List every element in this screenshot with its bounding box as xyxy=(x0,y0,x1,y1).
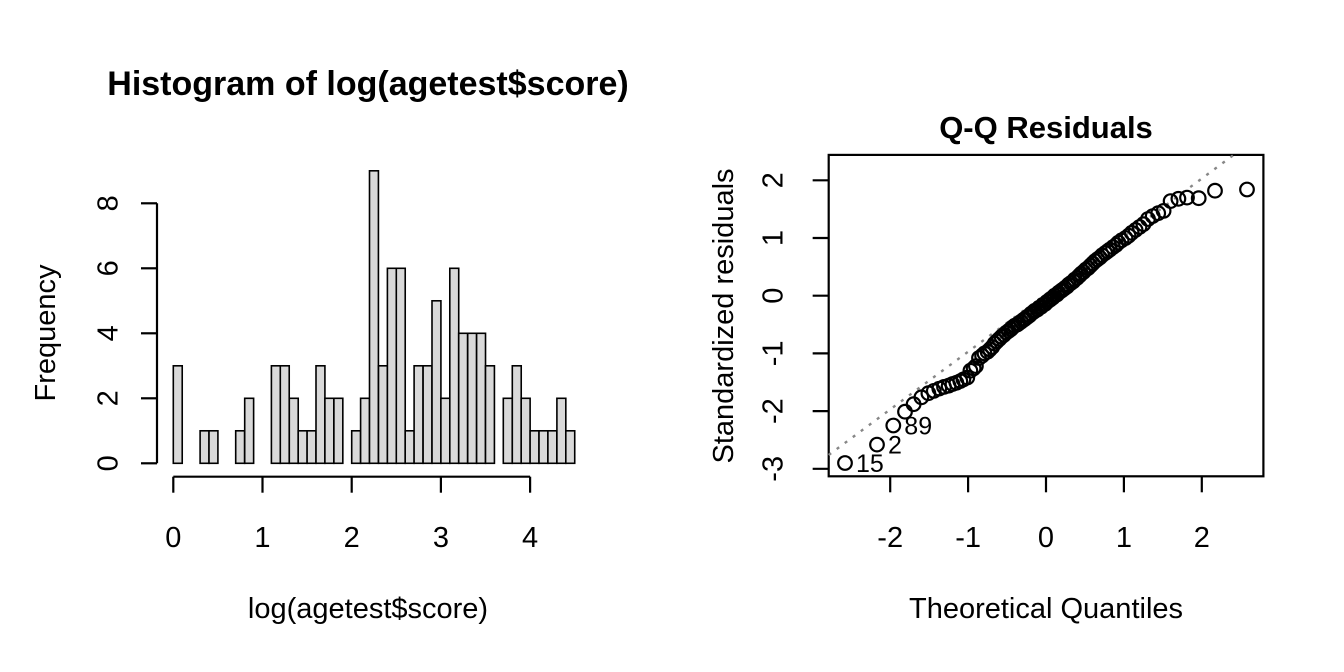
hist-bar xyxy=(556,397,567,465)
x-tick-label: 2 xyxy=(344,522,360,554)
hist-bar xyxy=(333,397,344,465)
hist-bar xyxy=(208,429,219,465)
qq-point-label: 2 xyxy=(888,432,902,460)
qq-point xyxy=(1170,190,1187,207)
hist-bar xyxy=(404,429,415,465)
hist-bar xyxy=(529,429,540,465)
y-tick-label: -2 xyxy=(758,398,790,424)
qq-y-axis-label: Standardized residuals xyxy=(708,168,740,463)
qq-plot-box xyxy=(827,153,1265,478)
qq-point xyxy=(1179,189,1195,206)
hist-bar xyxy=(547,429,558,465)
qq-point-label: 15 xyxy=(856,450,884,478)
x-tick-label: 1 xyxy=(254,522,270,554)
y-tick-label: 0 xyxy=(758,288,790,304)
hist-bar xyxy=(270,364,282,465)
y-tick-label: -3 xyxy=(758,456,790,482)
hist-bar xyxy=(564,429,576,465)
hist-bar xyxy=(520,397,531,465)
hist-bar xyxy=(359,397,371,465)
hist-bar xyxy=(502,397,514,465)
hist-bar xyxy=(466,332,478,465)
hist-bar xyxy=(172,364,184,465)
histogram-title: Histogram of log(agetest$score) xyxy=(107,65,628,103)
y-tick-label: 8 xyxy=(93,195,125,211)
hist-bar xyxy=(324,397,335,465)
x-tick-label: -1 xyxy=(955,522,981,554)
hist-bar xyxy=(199,429,210,465)
qq-point xyxy=(1190,190,1207,207)
x-tick-label: 4 xyxy=(522,522,538,554)
y-tick-label: 1 xyxy=(758,230,790,246)
hist-bar xyxy=(440,397,451,465)
hist-bar xyxy=(279,364,291,465)
hist-bar xyxy=(377,364,389,465)
x-tick-label: 2 xyxy=(1194,522,1210,554)
qq-point xyxy=(1239,181,1255,198)
y-tick-label: -1 xyxy=(758,341,790,367)
y-tick-label: 6 xyxy=(93,260,125,276)
hist-bar xyxy=(234,429,246,465)
histogram-y-axis-label: Frequency xyxy=(30,264,62,402)
qq-point xyxy=(869,436,885,453)
hist-bar xyxy=(243,397,255,465)
histogram-x-axis-label: log(agetest$score) xyxy=(248,593,488,625)
hist-bar xyxy=(350,429,362,465)
qq-point xyxy=(837,455,853,471)
y-tick-label: 2 xyxy=(758,172,790,188)
x-tick-label: 0 xyxy=(165,522,181,554)
hist-bar xyxy=(538,429,549,465)
x-tick-label: 1 xyxy=(1116,522,1132,554)
qq-point-label: 89 xyxy=(904,413,932,441)
qq-point xyxy=(1131,219,1148,235)
hist-bar xyxy=(288,397,300,465)
y-tick-label: 2 xyxy=(93,390,125,406)
hist-bar xyxy=(431,299,442,465)
hist-bar xyxy=(511,364,523,465)
x-tick-label: -2 xyxy=(877,522,903,554)
y-tick-label: 4 xyxy=(93,325,125,341)
qq-point xyxy=(1162,193,1179,210)
qq-point xyxy=(1135,216,1152,233)
hist-bar xyxy=(297,429,308,465)
qq-point xyxy=(1207,182,1223,199)
hist-bar xyxy=(315,364,326,465)
histogram-panel: Histogram of log(agetest$score) 0 1 2 3 4 0 2 4… xyxy=(30,65,629,625)
hist-bar xyxy=(448,267,460,465)
hist-bar xyxy=(306,429,317,465)
hist-bar xyxy=(475,332,487,465)
histogram-plot-area: 0 1 2 3 4 0 2 4 6 8 xyxy=(93,170,576,554)
hist-bar xyxy=(484,364,496,465)
hist-bar xyxy=(395,267,407,465)
hist-bar xyxy=(368,170,380,465)
x-tick-label: 3 xyxy=(433,522,449,554)
hist-bar xyxy=(422,364,433,465)
qq-title: Q-Q Residuals xyxy=(939,110,1153,145)
qq-point xyxy=(885,417,902,434)
qq-x-axis-label: Theoretical Quantiles xyxy=(909,593,1183,625)
hist-bar xyxy=(457,332,469,465)
y-tick-label: 0 xyxy=(93,455,125,471)
hist-bar xyxy=(386,267,398,465)
hist-bar xyxy=(413,364,424,465)
x-tick-label: 0 xyxy=(1038,522,1054,554)
